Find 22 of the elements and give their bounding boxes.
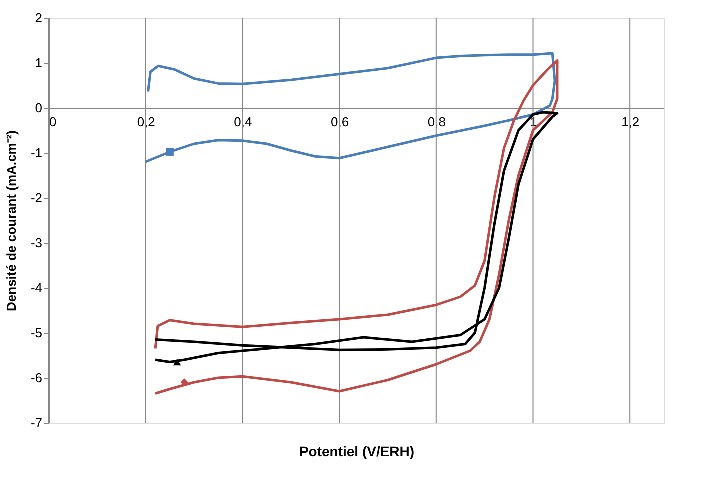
y-tick-label: -6 — [30, 370, 42, 386]
y-tick-label: 0 — [35, 100, 42, 116]
x-tick-label: 1,2 — [622, 114, 640, 130]
x-tick-label: 0,4 — [234, 114, 252, 130]
x-tick-label: 0,2 — [137, 114, 156, 130]
y-axis-title: Densité de courant (mA.cm⁻²) — [4, 130, 19, 312]
point — [173, 358, 182, 366]
y-tick-label: 2 — [35, 10, 42, 26]
y-tick-label: -5 — [30, 326, 42, 340]
y-tick-label: -7 — [30, 416, 42, 430]
x-tick-label: 0 — [50, 114, 57, 130]
y-tick-label: -2 — [30, 190, 42, 206]
x-tick-label: 0,6 — [331, 114, 350, 130]
line-series — [154, 111, 559, 364]
y-tick-label: -4 — [30, 280, 42, 296]
y-tick-label: -3 — [30, 236, 42, 250]
line-series — [154, 60, 559, 395]
y-tick-label: 1 — [35, 56, 42, 70]
y-tick-label: -1 — [30, 146, 42, 160]
x-axis-title: Potentiel (V/ERH) — [299, 444, 415, 460]
x-tick-label: 0,8 — [428, 114, 446, 130]
point — [166, 148, 174, 156]
